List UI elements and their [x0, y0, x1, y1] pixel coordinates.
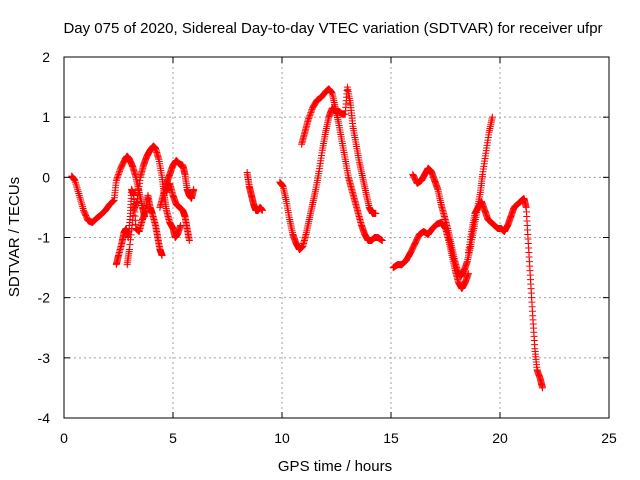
data-point: [304, 116, 312, 124]
data-point: [372, 209, 380, 217]
data-point: [488, 113, 496, 121]
data-point: [114, 172, 122, 180]
x-tick-label: 20: [492, 430, 508, 446]
series-arc2: [112, 185, 166, 269]
data-point: [113, 173, 121, 181]
data-point: [177, 221, 185, 229]
chart-title: Day 075 of 2020, Sidereal Day-to-day VTE…: [63, 20, 602, 37]
data-point: [73, 182, 81, 190]
x-tick-label: 10: [274, 430, 290, 446]
data-point: [115, 169, 123, 177]
data-point: [77, 199, 85, 207]
x-axis-label: GPS time / hours: [278, 458, 392, 475]
y-tick-label: 0: [42, 169, 50, 185]
data-point: [158, 252, 166, 260]
data-point: [128, 221, 136, 229]
data-point: [128, 226, 136, 234]
data-point: [305, 113, 313, 121]
data-point: [127, 231, 135, 239]
data-point: [306, 110, 314, 118]
data-point: [109, 198, 117, 206]
data-point: [125, 246, 133, 254]
series-arc3: [123, 142, 185, 269]
y-tick-label: 1: [42, 109, 50, 125]
data-points: [68, 83, 547, 392]
data-point: [307, 109, 315, 117]
data-point: [113, 175, 121, 183]
data-point: [74, 188, 82, 196]
axis-ticks: 0 5 10 15 20 25 -4 -3 -2 -1 0 1 2: [38, 49, 617, 446]
data-point: [258, 206, 266, 214]
data-point: [115, 170, 122, 178]
data-point: [126, 241, 134, 249]
data-point: [116, 167, 124, 175]
y-tick-label: -1: [38, 230, 51, 246]
data-point: [307, 107, 315, 115]
y-axis-label: SDTVAR / TECUs: [6, 177, 23, 297]
data-point: [73, 184, 81, 192]
data-point: [539, 384, 547, 392]
data-point: [129, 216, 137, 224]
series-arc11: [464, 194, 547, 392]
data-point: [190, 185, 198, 193]
data-point: [76, 193, 84, 201]
data-point: [464, 270, 472, 278]
x-tick-label: 15: [383, 430, 399, 446]
y-tick-label: -4: [38, 410, 51, 426]
data-point: [74, 186, 82, 194]
data-point: [305, 115, 313, 123]
series-arc8: [298, 85, 386, 245]
series-arc10: [409, 113, 496, 281]
y-tick-label: -2: [38, 290, 51, 306]
series-arc1: [68, 152, 149, 226]
data-point: [109, 197, 117, 205]
y-tick-label: -3: [38, 350, 51, 366]
x-tick-label: 0: [60, 430, 68, 446]
data-point: [79, 203, 87, 211]
data-point: [185, 237, 193, 245]
data-point: [77, 197, 85, 205]
data-point: [75, 190, 83, 198]
data-point: [75, 191, 83, 199]
series-arc5: [162, 179, 193, 245]
data-point: [76, 195, 84, 203]
data-point: [126, 236, 134, 244]
data-point: [306, 112, 314, 120]
data-point: [378, 237, 386, 245]
data-point: [112, 176, 120, 184]
data-point: [78, 201, 86, 209]
data-point: [129, 211, 137, 219]
x-tick-label: 5: [169, 430, 177, 446]
series-arc7: [276, 83, 380, 254]
x-tick-label: 25: [601, 430, 617, 446]
data-point: [110, 197, 118, 205]
series-arc9: [389, 218, 472, 293]
series-arc6: [243, 169, 266, 214]
y-tick-label: 2: [42, 49, 50, 65]
